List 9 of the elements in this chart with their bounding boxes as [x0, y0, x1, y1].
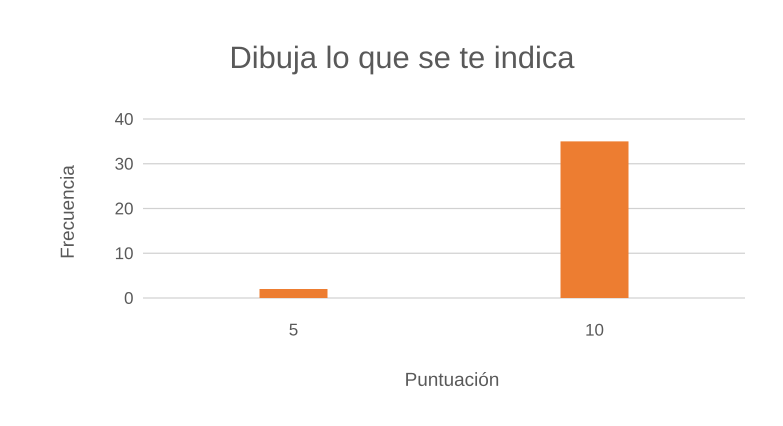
chart-title: Dibuja lo que se te indica [232, 46, 574, 74]
y-tick-label: 40 [115, 113, 133, 125]
x-tick-label: 5 [289, 324, 298, 336]
y-axis-title: Frecuencia [60, 165, 74, 258]
y-tick-label: 10 [116, 247, 133, 260]
y-tick-label: 0 [124, 292, 133, 304]
y-tick-label: 30 [115, 158, 133, 170]
y-tick-label: 20 [116, 202, 133, 214]
x-axis-title: Puntuación [406, 372, 498, 386]
